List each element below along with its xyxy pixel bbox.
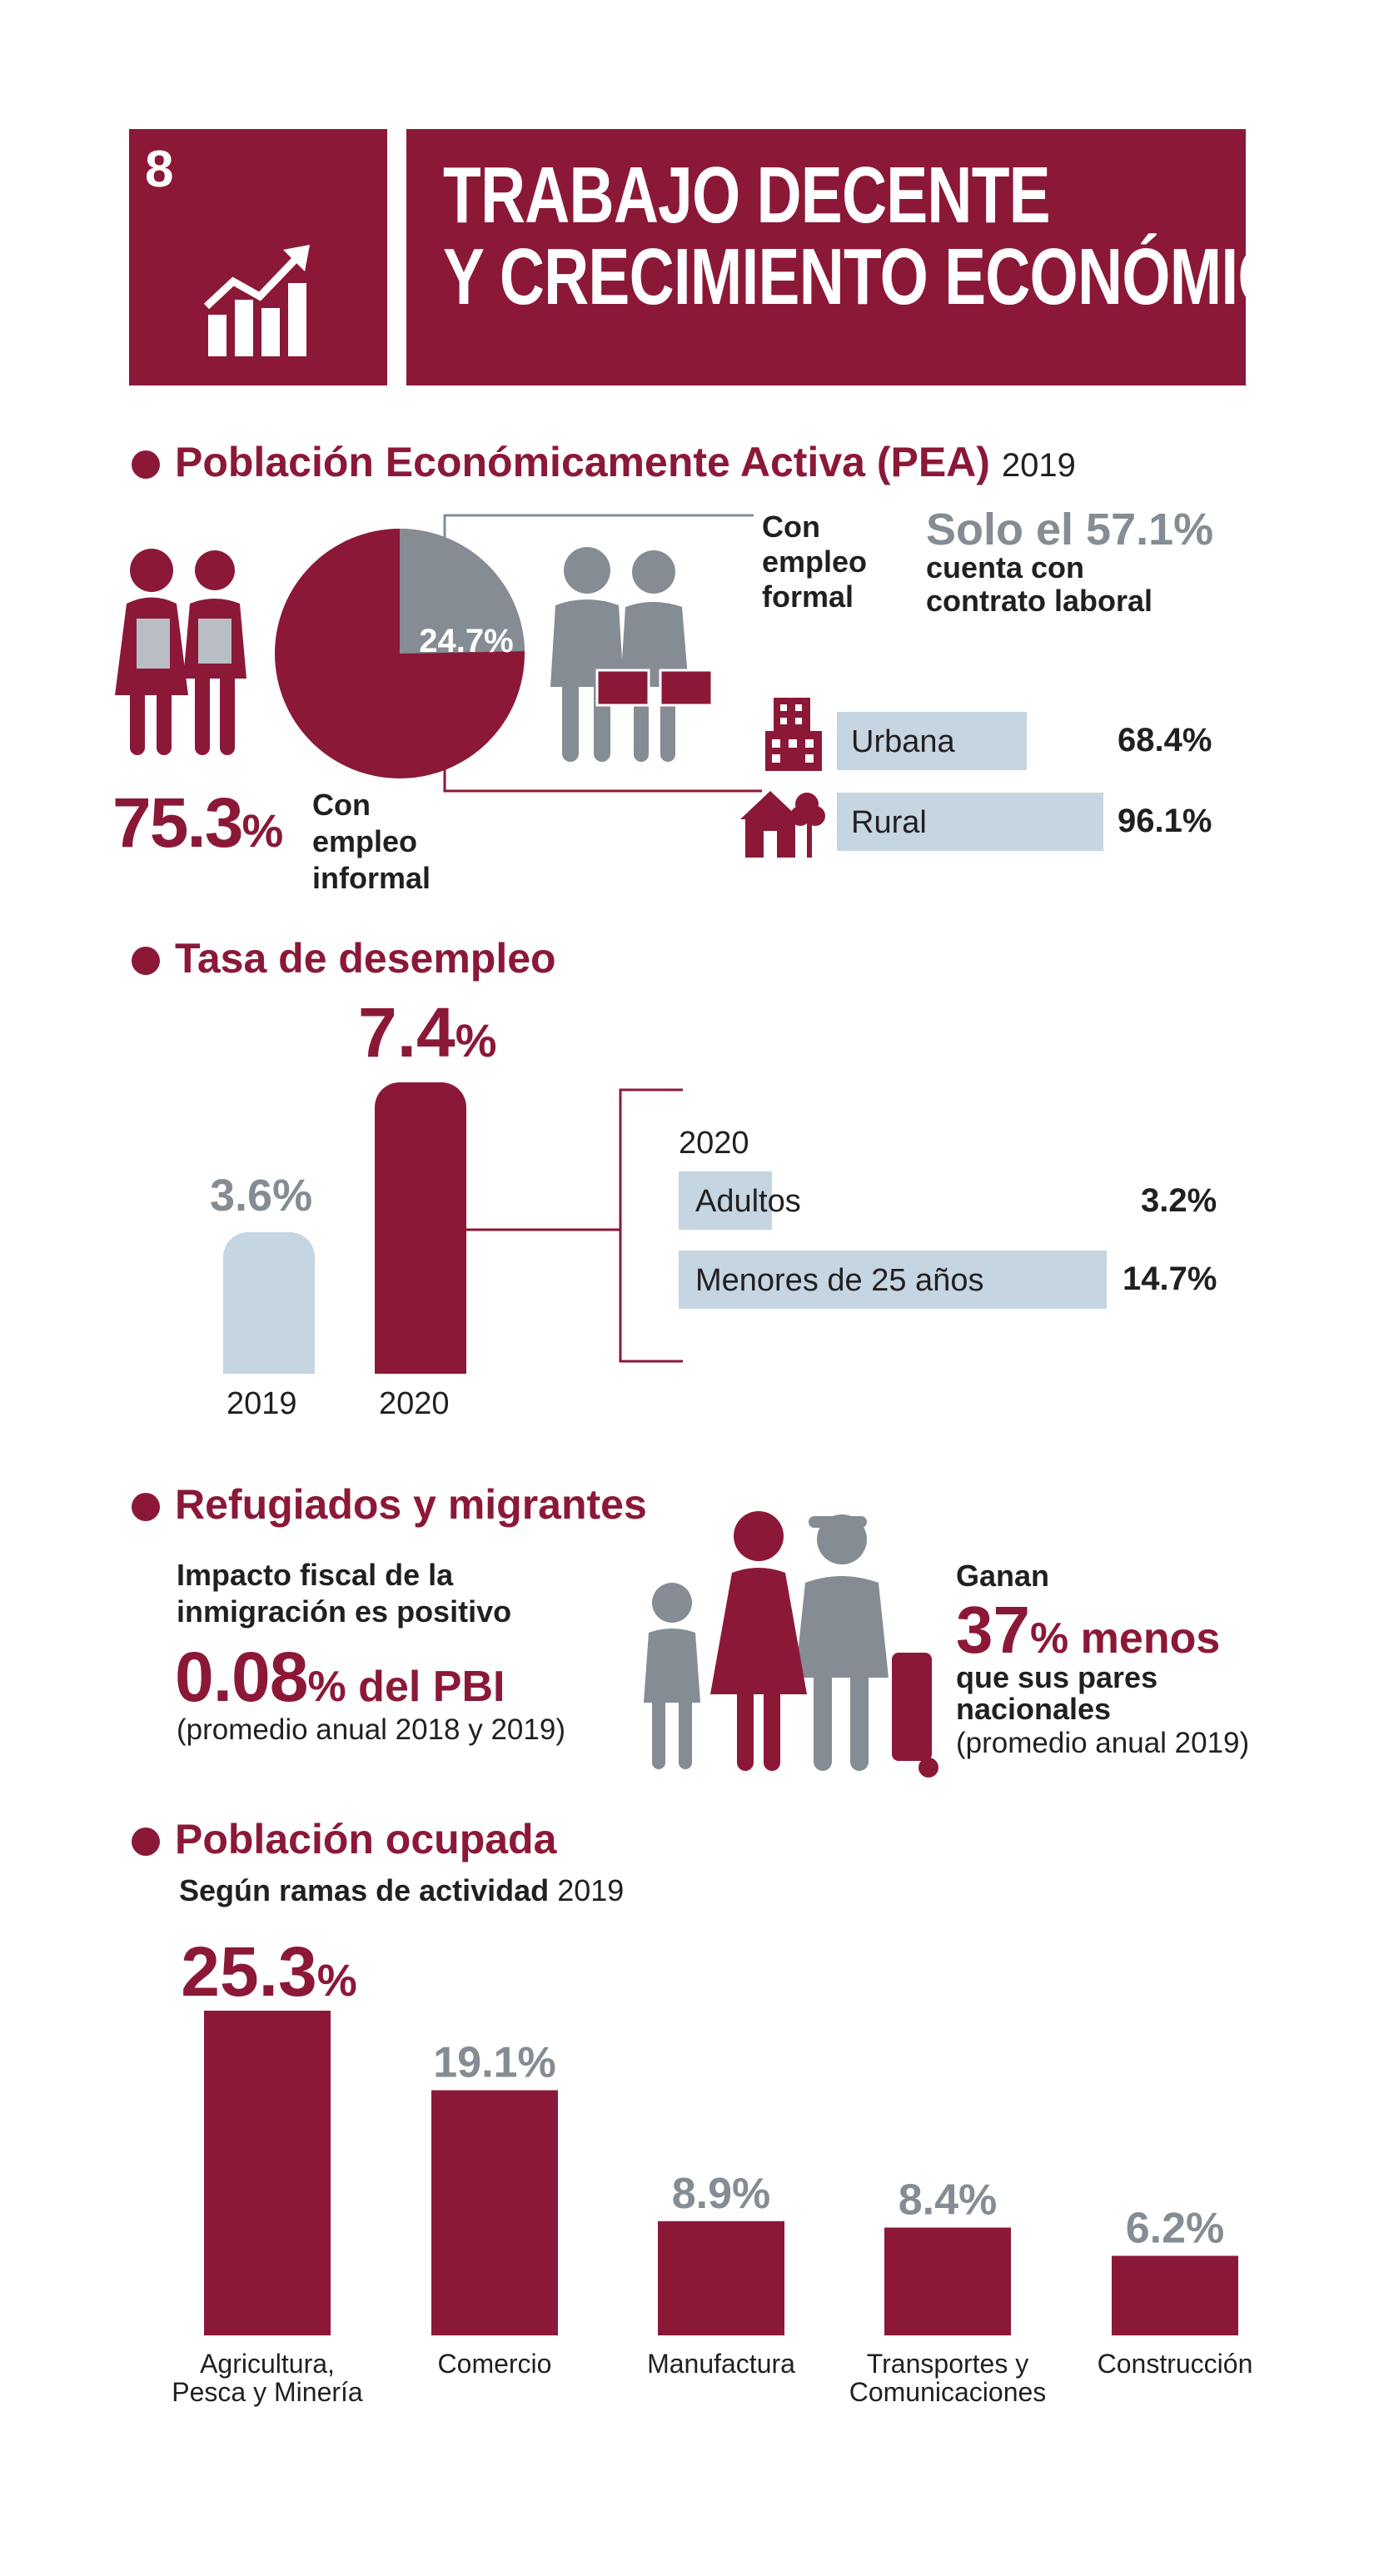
title-box — [406, 129, 1246, 385]
pie-slice-formal — [400, 529, 525, 654]
rural-value: 96.1% — [1118, 803, 1212, 839]
occupied-value-label: 8.9% — [672, 2170, 771, 2218]
occupied-value-label: 19.1% — [433, 2039, 555, 2087]
fiscal-impact-line: Impacto fiscal de la — [177, 1558, 454, 1592]
earn-text: que sus pares nacionales — [956, 1662, 1157, 1725]
adults-label: Adultos — [695, 1184, 801, 1219]
unemployment-2020-sign: % — [455, 1014, 497, 1067]
section-title-occupied: Población ocupada — [175, 1816, 557, 1862]
occupied-bar — [431, 2090, 558, 2335]
x-label-2020: 2020 — [379, 1386, 450, 1421]
rural-bar — [837, 793, 1103, 851]
section-title-migrants: Refugiados y migrantes — [175, 1481, 647, 1528]
occupied-category-label: Comunicaciones — [849, 2377, 1047, 2407]
occupied-bar — [658, 2220, 784, 2335]
informal-value: 75.3% — [112, 783, 283, 863]
occupied-subtitle-bold: Según ramas de actividad — [179, 1873, 550, 1907]
unemployment-bar-2020 — [375, 1082, 466, 1374]
section-bullet — [132, 1493, 160, 1521]
earn-unit: % menos — [1029, 1614, 1221, 1663]
fiscal-impact-text: Impacto fiscal de la inmigración es posi… — [177, 1557, 511, 1630]
formal-label-line: formal — [762, 579, 854, 614]
earn-text-line: que sus pares — [956, 1660, 1158, 1694]
occupied-bar-chart: 25.3% Agricultura,Pesca y Minería 19.1% Com… — [172, 1932, 1253, 2407]
section-title-pea: Población Económicamente Activa (PEA) 20… — [175, 438, 1076, 486]
earn-line1: Ganan — [956, 1559, 1050, 1593]
occupied-value-label: 25.3% — [181, 1932, 357, 2011]
unemployment-2019-value: 3.6% — [210, 1171, 313, 1221]
unemployment-2020-number: 7.4 — [358, 993, 456, 1072]
section-bullet — [132, 450, 160, 479]
occupied-value-label: 8.4% — [899, 2176, 998, 2225]
occupied-category-label: Pesca y Minería — [172, 2377, 363, 2407]
earn-number: 37 — [956, 1593, 1030, 1667]
section-bullet — [132, 1828, 160, 1856]
formal-workers-icon — [550, 547, 714, 762]
title-line-1: TRABAJO DECENTE — [443, 151, 1051, 240]
contract-highlight: Solo el 57.1% — [926, 505, 1214, 554]
occupied-category-label: Transportes y — [867, 2349, 1028, 2379]
adults-value: 3.2% — [1141, 1182, 1217, 1219]
x-label-2019: 2019 — [227, 1386, 297, 1421]
building-icon — [765, 698, 822, 771]
informal-label-line: informal — [312, 861, 431, 895]
house-tree-icon — [740, 791, 825, 858]
section-bullet — [132, 947, 160, 975]
adults-bar — [679, 1171, 772, 1230]
occupied-bar — [204, 2011, 331, 2335]
goal-number: 8 — [145, 141, 174, 198]
pbi-number: 0.08 — [175, 1638, 308, 1716]
pie-slice-label: 24.7% — [419, 623, 513, 659]
title-line-2: Y CRECIMIENTO ECONÓMICO — [443, 231, 1331, 321]
youth-label: Menores de 25 años — [695, 1263, 984, 1298]
informal-label: Con empleo informal — [312, 787, 431, 897]
unemployment-bracket — [466, 1088, 683, 1363]
pbi-unit: % del PBI — [307, 1663, 505, 1711]
goal-number-box — [129, 129, 387, 385]
pea-year: 2019 — [1001, 447, 1076, 484]
unemployment-bar-2019 — [223, 1231, 315, 1374]
informal-workers-icon — [115, 549, 246, 755]
youth-value: 14.7% — [1123, 1261, 1217, 1297]
growth-chart-icon — [203, 245, 310, 356]
occupied-subtitle-year: 2019 — [557, 1873, 625, 1907]
earn-value: 37% menos — [956, 1592, 1220, 1668]
pie-connector-lines — [443, 514, 762, 793]
fiscal-impact-line: inmigración es positivo — [177, 1594, 512, 1629]
urban-bar — [837, 712, 1027, 770]
pbi-value: 0.08% del PBI — [175, 1637, 505, 1718]
occupied-subtitle: Según ramas de actividad 2019 — [179, 1873, 624, 1908]
informal-label-line: Con — [312, 788, 371, 822]
formal-label: Con empleo formal — [762, 510, 867, 614]
occupied-bar — [884, 2227, 1011, 2335]
earn-note: (promedio anual 2019) — [956, 1727, 1250, 1759]
occupied-category-label: Construcción — [1098, 2349, 1253, 2379]
contract-text: cuenta con contrato laboral — [926, 551, 1152, 618]
page-title: TRABAJO DECENTE Y CRECIMIENTO ECONÓMICO — [443, 151, 1331, 321]
rural-label: Rural — [851, 805, 927, 840]
formal-label-line: Con — [762, 510, 820, 544]
occupied-bar — [1112, 2255, 1238, 2335]
pea-pie-chart: 24.7% — [275, 529, 525, 778]
informal-value-number: 75.3 — [112, 783, 243, 862]
occupied-category-label: Agricultura, — [200, 2349, 335, 2379]
earn-text-line: nacionales — [956, 1692, 1112, 1726]
occupied-category-label: Comercio — [438, 2349, 552, 2379]
migrant-family-icon — [644, 1511, 938, 1778]
occupied-category-label: Manufactura — [647, 2349, 795, 2379]
breakdown-year: 2020 — [679, 1126, 749, 1161]
unemployment-2020-value: 7.4% — [358, 992, 497, 1073]
pea-title: Población Económicamente Activa (PEA) — [175, 439, 990, 485]
contract-text-line: cuenta con — [926, 550, 1085, 584]
informal-value-sign: % — [241, 804, 284, 857]
informal-label-line: empleo — [312, 824, 418, 858]
contract-text-line: contrato laboral — [926, 584, 1153, 618]
urban-label: Urbana — [851, 724, 955, 759]
urban-value: 68.4% — [1118, 722, 1212, 758]
occupied-value-label: 6.2% — [1126, 2204, 1225, 2252]
section-title-unemployment: Tasa de desempleo — [175, 935, 556, 982]
pbi-note: (promedio anual 2018 y 2019) — [177, 1713, 565, 1746]
formal-label-line: empleo — [762, 545, 868, 579]
youth-bar — [679, 1251, 1107, 1309]
